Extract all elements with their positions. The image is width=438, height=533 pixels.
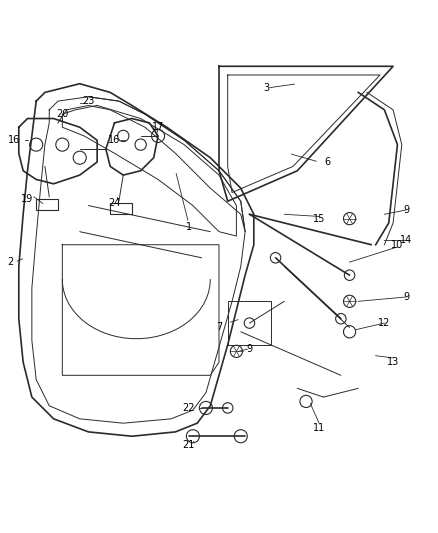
- Text: 7: 7: [216, 322, 222, 333]
- Text: 3: 3: [264, 83, 270, 93]
- Text: 23: 23: [82, 96, 95, 106]
- Text: 21: 21: [182, 440, 195, 450]
- Text: 20: 20: [56, 109, 68, 119]
- Text: 9: 9: [247, 344, 253, 354]
- Bar: [36, 199, 58, 210]
- Text: 6: 6: [325, 157, 331, 167]
- Text: 1: 1: [185, 222, 191, 232]
- Text: 15: 15: [313, 214, 325, 224]
- Text: 16: 16: [109, 135, 121, 146]
- Text: 9: 9: [403, 205, 409, 215]
- Text: 11: 11: [313, 423, 325, 433]
- Text: 2: 2: [7, 257, 13, 267]
- Text: 12: 12: [378, 318, 391, 328]
- Text: 19: 19: [21, 194, 34, 204]
- Text: 17: 17: [152, 122, 164, 132]
- Text: 22: 22: [182, 403, 195, 413]
- Text: 10: 10: [391, 240, 403, 250]
- Text: 24: 24: [108, 198, 121, 208]
- Text: 9: 9: [403, 292, 409, 302]
- Text: 14: 14: [400, 236, 412, 245]
- Text: 13: 13: [387, 357, 399, 367]
- Bar: [110, 204, 132, 214]
- Text: 16: 16: [8, 135, 21, 146]
